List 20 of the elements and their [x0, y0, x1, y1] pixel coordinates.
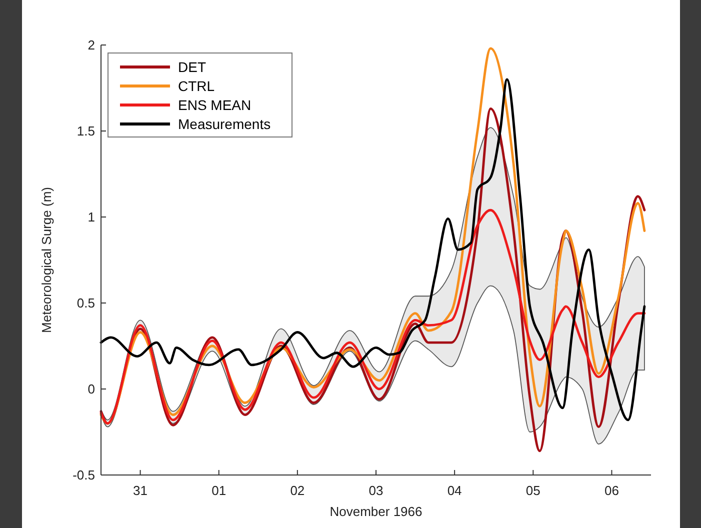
legend-label: CTRL — [178, 78, 215, 94]
x-tick-label: 01 — [212, 483, 226, 498]
y-tick-label: 0 — [88, 382, 95, 396]
y-tick-label: 0.5 — [76, 296, 95, 310]
x-tick-label: 03 — [368, 483, 384, 498]
x-tick-label: 06 — [604, 483, 619, 498]
legend-label: Measurements — [178, 116, 271, 132]
x-tick-label: 04 — [447, 483, 462, 498]
x-tick-label: 05 — [526, 483, 540, 498]
line-series — [100, 208, 646, 425]
legend-label: DET — [178, 59, 206, 75]
x-axis-title: November 1966 — [330, 504, 422, 519]
y-tick-label: 1 — [88, 210, 95, 224]
x-tick-label: 02 — [290, 483, 305, 498]
legend-label: ENS MEAN — [178, 97, 252, 113]
y-tick-label: 1.5 — [76, 124, 95, 138]
y-axis-title: Meteorological Surge (m) — [39, 187, 54, 333]
y-tick-label: 2 — [88, 38, 95, 52]
x-tick-label: 31 — [133, 483, 148, 498]
y-tick-label: -0.5 — [72, 468, 95, 482]
